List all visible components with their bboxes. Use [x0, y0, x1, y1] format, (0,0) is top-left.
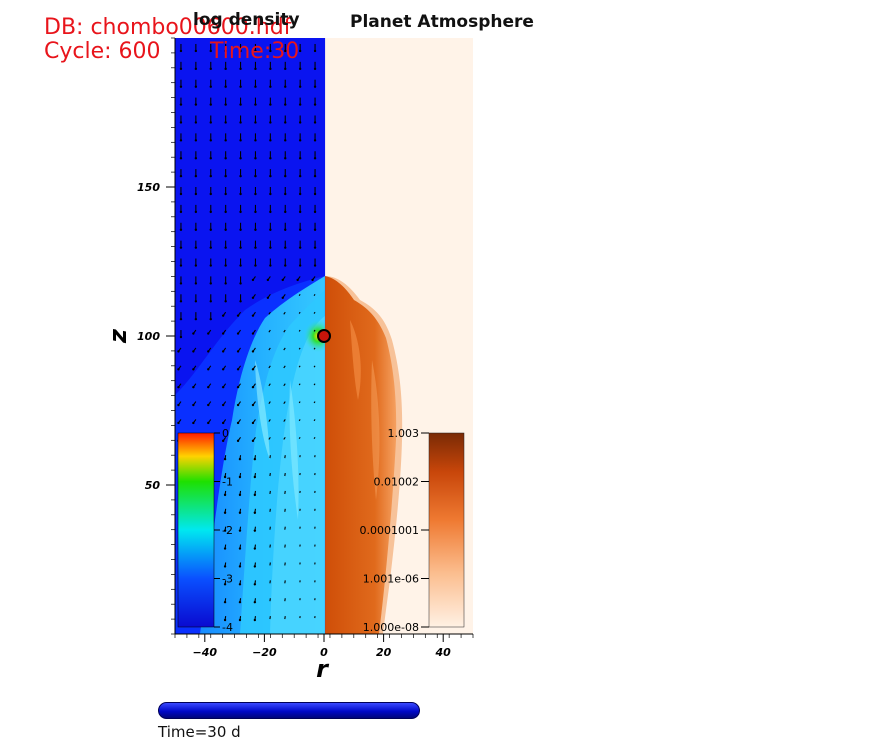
right-panel-title: Planet Atmosphere — [350, 12, 534, 32]
velocity-vector — [283, 311, 286, 315]
velocity-vector — [298, 419, 301, 422]
density-cb-label: 0 — [222, 427, 229, 440]
database-label: DB: chombo00600.hdf — [44, 15, 292, 40]
velocity-vector — [298, 437, 301, 440]
velocity-vector — [283, 437, 286, 440]
velocity-vector — [268, 401, 271, 404]
velocity-vector — [313, 383, 316, 386]
velocity-vector — [283, 383, 286, 387]
density-cb-label: -3 — [222, 573, 233, 586]
density-cb-label: -2 — [222, 524, 233, 537]
velocity-vector — [268, 419, 271, 422]
velocity-vector — [268, 383, 271, 387]
time-slider-bar[interactable] — [158, 702, 420, 719]
atm-cb-label: 0.0001001 — [360, 524, 420, 537]
velocity-vector — [283, 401, 286, 404]
axes: −40 −20 0 20 40 50 100 150 r z — [104, 37, 474, 683]
velocity-vector — [268, 329, 271, 333]
velocity-vector — [313, 347, 316, 350]
atm-cb-label: 1.003 — [388, 427, 420, 440]
y-axis-label: z — [104, 328, 132, 344]
velocity-vector — [283, 365, 286, 369]
velocity-vector — [298, 365, 301, 368]
left-panel-title: log density — [193, 10, 300, 30]
velocity-vector — [298, 383, 301, 386]
velocity-vector — [298, 347, 301, 350]
velocity-vector — [313, 419, 316, 422]
x-axis-ticks: −40 −20 0 20 40 — [193, 634, 452, 659]
velocity-vector — [268, 347, 271, 351]
x-axis-label: r — [316, 655, 330, 683]
velocity-vector — [268, 365, 271, 369]
velocity-vector — [298, 401, 301, 404]
density-cb-label: -4 — [222, 621, 233, 634]
velocity-vector — [313, 311, 316, 314]
y-tick-label: 100 — [137, 330, 160, 343]
velocity-vector — [313, 437, 316, 440]
velocity-vector — [298, 311, 301, 314]
time-footer-label: Time=30 d — [158, 723, 241, 741]
atm-cb-label: 1.001e-06 — [363, 573, 419, 586]
velocity-vector — [298, 293, 301, 296]
velocity-vector — [283, 347, 286, 351]
y-tick-label: 50 — [145, 479, 161, 492]
atm-cb-label: 1.000e-08 — [363, 621, 419, 634]
velocity-vector — [283, 329, 286, 333]
y-axis-ticks: 50 100 150 — [137, 181, 175, 492]
x-tick-label: 0 — [320, 646, 328, 659]
time-header-label: Time:30 — [210, 39, 300, 64]
density-colorbar: 0 -1 -2 -3 -4 — [177, 427, 233, 634]
x-tick-label: 40 — [435, 646, 452, 659]
x-tick-label: −20 — [252, 646, 277, 659]
atmosphere-colorbar: 1.003 0.01002 0.0001001 1.001e-06 1.000e-08 — [360, 427, 465, 634]
velocity-vector — [313, 365, 316, 368]
atm-cb-label: 0.01002 — [374, 476, 420, 489]
x-tick-label: 20 — [376, 646, 392, 659]
planet-marker — [317, 329, 331, 343]
velocity-vector — [283, 419, 286, 422]
velocity-vector — [298, 329, 301, 332]
velocity-vector — [313, 329, 316, 332]
velocity-vector — [268, 437, 271, 440]
velocity-vector — [313, 401, 316, 404]
velocity-vector — [313, 293, 316, 296]
density-cb-label: -1 — [222, 476, 233, 489]
cycle-label: Cycle: 600 — [44, 39, 161, 64]
y-tick-label: 150 — [137, 181, 160, 194]
velocity-vector — [268, 311, 271, 315]
x-tick-label: −40 — [193, 646, 218, 659]
